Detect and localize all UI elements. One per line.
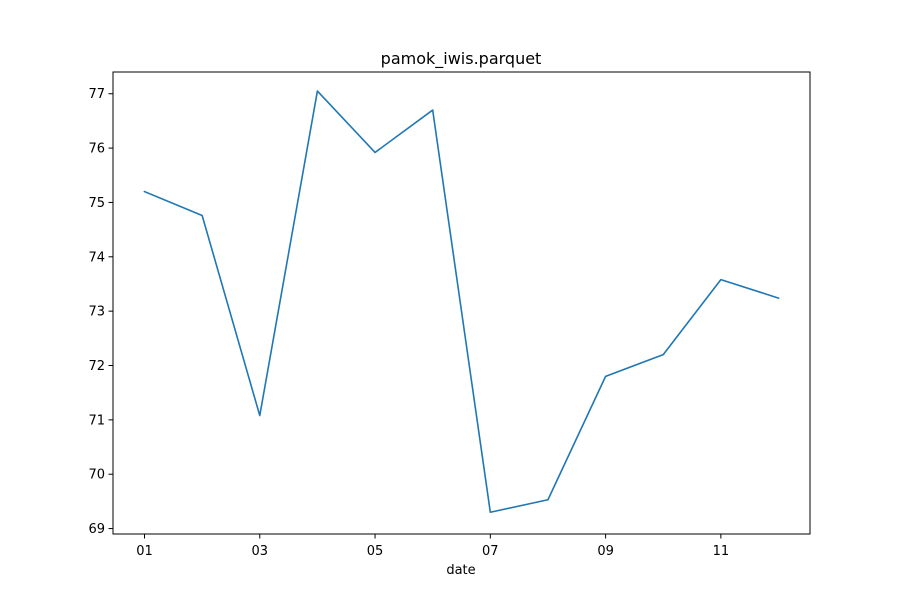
y-tick-label: 74 bbox=[88, 250, 105, 265]
x-tick-label: 03 bbox=[251, 544, 268, 559]
x-tick-label: 11 bbox=[713, 544, 730, 559]
y-tick-label: 70 bbox=[88, 468, 105, 483]
y-tick-label: 72 bbox=[88, 359, 105, 374]
y-axis: 69 70 71 72 73 74 75 76 77 bbox=[88, 87, 113, 537]
y-tick-label: 75 bbox=[88, 196, 105, 211]
plot-area-frame bbox=[112, 71, 811, 535]
x-tick-label: 07 bbox=[482, 544, 499, 559]
y-tick-label: 73 bbox=[88, 305, 105, 320]
x-tick-label: 05 bbox=[367, 544, 384, 559]
y-tick-label: 71 bbox=[88, 413, 105, 428]
y-tick-label: 69 bbox=[88, 522, 105, 537]
series-line-0 bbox=[143, 90, 780, 514]
x-tick-label: 09 bbox=[597, 544, 614, 559]
y-tick-label: 76 bbox=[88, 142, 105, 157]
x-axis: 01 03 05 07 09 11 bbox=[136, 534, 729, 559]
chart-title: pamok_iwis.parquet bbox=[381, 49, 542, 69]
series-layer bbox=[143, 90, 780, 514]
y-tick-label: 77 bbox=[88, 87, 105, 102]
x-axis-label: date bbox=[446, 563, 475, 578]
x-tick-label: 01 bbox=[136, 544, 153, 559]
